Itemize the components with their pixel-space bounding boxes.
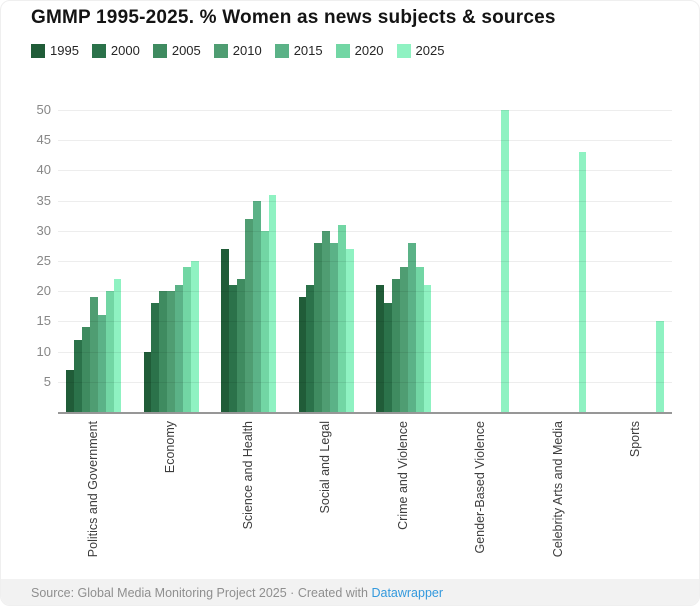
legend-swatch xyxy=(91,43,106,58)
bar[interactable] xyxy=(97,315,106,412)
bar[interactable] xyxy=(221,248,229,412)
legend-item: 1995 xyxy=(31,43,79,58)
x-axis-label: Sports xyxy=(628,421,643,458)
legend-swatch xyxy=(152,43,167,58)
y-axis-tick-label: 5 xyxy=(43,373,51,389)
legend-item: 2020 xyxy=(335,43,384,58)
source-text: Source: Global Media Monitoring Project … xyxy=(31,586,287,600)
bar[interactable] xyxy=(228,285,237,412)
bar[interactable] xyxy=(113,279,122,412)
gridline xyxy=(58,321,672,323)
datawrapper-link[interactable]: Datawrapper xyxy=(371,586,444,600)
bar[interactable] xyxy=(330,242,339,412)
legend-swatch xyxy=(274,43,289,58)
bar[interactable] xyxy=(656,321,664,412)
y-axis-tick-label: 35 xyxy=(36,192,51,208)
gridline xyxy=(58,110,672,111)
y-axis-tick-label: 10 xyxy=(36,343,51,359)
bar[interactable] xyxy=(346,248,354,412)
bar[interactable] xyxy=(415,267,424,412)
gridline xyxy=(58,291,672,293)
bar[interactable] xyxy=(399,267,408,412)
bar[interactable] xyxy=(191,261,199,412)
bar[interactable] xyxy=(314,242,323,412)
legend-label: 2025 xyxy=(415,43,445,58)
bar[interactable] xyxy=(306,285,315,412)
legend-label: 2005 xyxy=(171,43,201,58)
legend-swatch xyxy=(31,43,45,58)
bar[interactable] xyxy=(391,279,400,412)
gridline xyxy=(58,230,672,232)
legend-label: 2020 xyxy=(354,43,384,58)
bar[interactable] xyxy=(501,110,509,412)
bar[interactable] xyxy=(407,242,416,412)
y-axis-tick-label: 40 xyxy=(36,162,51,178)
legend-item: 2015 xyxy=(274,43,323,58)
legend-swatch xyxy=(213,43,228,58)
gridline xyxy=(58,351,672,353)
bar[interactable] xyxy=(143,351,152,412)
x-axis-label: Social and Legal xyxy=(318,421,333,514)
bar[interactable] xyxy=(383,303,392,412)
bar[interactable] xyxy=(298,297,307,412)
gridline xyxy=(58,381,672,383)
legend-item: 2025 xyxy=(396,43,445,58)
x-axis-label: Politics and Government xyxy=(85,421,100,558)
bar[interactable] xyxy=(73,339,82,412)
y-axis-tick-label: 30 xyxy=(36,222,51,238)
footer-bar: Source: Global Media Monitoring Project … xyxy=(1,579,699,605)
x-axis-label: Science and Health xyxy=(240,421,255,530)
bar[interactable] xyxy=(81,327,90,412)
gridline xyxy=(58,140,672,142)
bar[interactable] xyxy=(183,267,192,412)
legend-label: 2000 xyxy=(110,43,140,58)
x-axis-label: Gender-Based Violence xyxy=(473,421,488,554)
bar[interactable] xyxy=(423,285,432,412)
bar[interactable] xyxy=(376,285,384,412)
bar[interactable] xyxy=(260,230,269,412)
y-axis-tick-label: 50 xyxy=(36,102,51,117)
bar[interactable] xyxy=(236,279,245,412)
chart-title: GMMP 1995-2025. % Women as news subjects… xyxy=(31,7,556,28)
gridline xyxy=(58,200,672,202)
legend-swatch xyxy=(335,43,350,58)
bar[interactable] xyxy=(268,194,277,412)
legend-swatch xyxy=(396,43,411,58)
footer-text: Source: Global Media Monitoring Project … xyxy=(31,586,443,600)
bar[interactable] xyxy=(322,230,331,412)
bar[interactable] xyxy=(66,369,74,412)
y-axis-tick-label: 20 xyxy=(36,283,51,299)
legend-label: 2015 xyxy=(293,43,323,58)
created-with-text: Created with xyxy=(297,586,372,600)
bar[interactable] xyxy=(105,291,114,412)
x-axis-line xyxy=(58,412,672,414)
bar[interactable] xyxy=(578,152,587,412)
y-axis-tick-label: 25 xyxy=(36,253,51,268)
legend-label: 1995 xyxy=(50,43,79,58)
bar[interactable] xyxy=(89,297,98,412)
y-axis-tick-label: 15 xyxy=(36,313,51,329)
bar[interactable] xyxy=(151,303,160,412)
bar[interactable] xyxy=(167,291,176,412)
bar[interactable] xyxy=(159,291,168,412)
x-axis-label: Crime and Violence xyxy=(395,421,410,530)
bar[interactable] xyxy=(252,200,261,412)
legend-label: 2010 xyxy=(232,43,262,58)
footer-separator: · xyxy=(286,586,298,600)
legend-item: 2010 xyxy=(213,43,262,58)
legend: 1995 2000 2005 2010 2015 2020 2025 xyxy=(31,43,444,58)
x-axis-label: Celebrity Arts and Media xyxy=(550,421,565,558)
gridline xyxy=(58,170,672,172)
bar[interactable] xyxy=(175,285,184,412)
bar[interactable] xyxy=(338,224,347,412)
legend-item: 2000 xyxy=(91,43,140,58)
y-axis-tick-label: 45 xyxy=(36,132,51,148)
x-axis-label: Economy xyxy=(163,421,178,474)
gridline xyxy=(58,261,672,262)
bar[interactable] xyxy=(244,218,253,412)
legend-item: 2005 xyxy=(152,43,201,58)
